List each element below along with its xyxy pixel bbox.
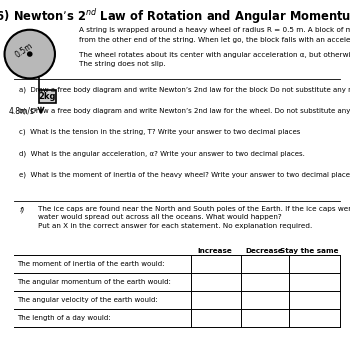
Text: Increase: Increase (198, 248, 233, 254)
Text: The moment of inertia of the earth would:: The moment of inertia of the earth would… (18, 261, 165, 267)
Text: f): f) (19, 206, 25, 213)
Text: 0.5m: 0.5m (14, 41, 35, 59)
Text: e)  What is the moment of inertia of the heavy wheel? Write your answer to two d: e) What is the moment of inertia of the … (19, 171, 350, 178)
Circle shape (5, 30, 55, 78)
Text: 2kg: 2kg (39, 92, 56, 101)
Text: b)  Draw a free body diagram and write Newton’s 2nd law for the wheel. Do not su: b) Draw a free body diagram and write Ne… (19, 107, 350, 114)
Text: c)  What is the tension in the string, T? Write your answer to two decimal place: c) What is the tension in the string, T?… (19, 129, 301, 135)
Text: A string is wrapped around a heavy wheel of radius R = 0.5 m. A block of mass m : A string is wrapped around a heavy wheel… (79, 27, 350, 43)
Text: Stay the same: Stay the same (280, 248, 339, 254)
Text: The angular velocity of the earth would:: The angular velocity of the earth would: (18, 297, 158, 303)
Text: The wheel rotates about its center with angular acceleration α, but otherwise do: The wheel rotates about its center with … (79, 52, 350, 67)
Text: Decrease: Decrease (245, 248, 283, 254)
Text: a)  Draw a free body diagram and write Newton’s 2nd law for the block Do not sub: a) Draw a free body diagram and write Ne… (19, 86, 350, 93)
Text: 4.8m/s²: 4.8m/s² (9, 106, 38, 115)
Text: Q6) Newton’s 2$^{nd}$ Law of Rotation and Angular Momentum: Q6) Newton’s 2$^{nd}$ Law of Rotation an… (0, 7, 350, 26)
Text: d)  What is the angular acceleration, α? Write your answer to two decimal places: d) What is the angular acceleration, α? … (19, 150, 305, 156)
Text: The ice caps are found near the North and South poles of the Earth. If the ice c: The ice caps are found near the North an… (38, 206, 350, 229)
Text: The angular momentum of the earth would:: The angular momentum of the earth would: (18, 279, 172, 285)
Circle shape (28, 52, 32, 56)
Bar (39, 90, 56, 103)
Text: The length of a day would:: The length of a day would: (18, 315, 111, 321)
